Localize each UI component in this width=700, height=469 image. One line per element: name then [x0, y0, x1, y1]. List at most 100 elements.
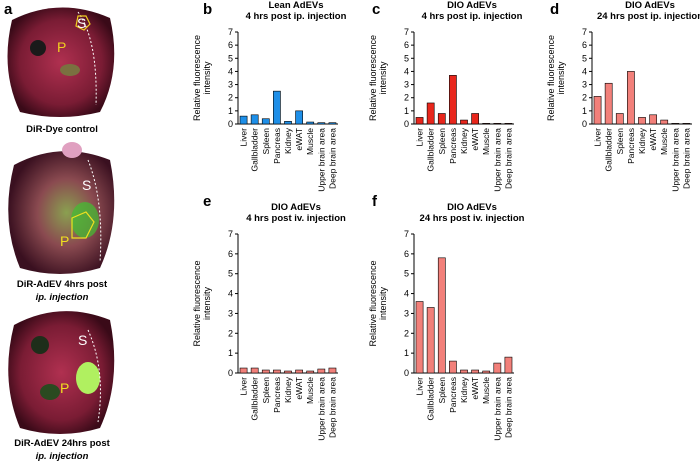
bar	[437, 257, 446, 374]
panel-label: d	[550, 1, 559, 18]
x-tick-label: Spleen	[261, 128, 271, 155]
x-tick-label: Liver	[415, 377, 425, 396]
y-axis-label: intensity	[378, 61, 388, 95]
x-tick-label: Pancreas	[448, 377, 458, 413]
x-tick-label: Gallbladder	[250, 128, 260, 172]
bar	[504, 123, 513, 125]
bar	[250, 367, 259, 374]
bar	[284, 121, 292, 125]
tissue-image: S P	[8, 142, 115, 274]
x-tick-label: Deep brain area	[327, 128, 337, 189]
chart-title: DIO AdEVs	[271, 202, 321, 213]
panel-label: e	[203, 193, 211, 210]
y-tick-label: 2	[404, 93, 409, 103]
bar	[317, 122, 326, 125]
y-tick-label: 4	[228, 66, 233, 76]
image-mark: S	[78, 332, 87, 348]
image-mark: P	[57, 39, 66, 55]
image-mark: S	[82, 177, 91, 193]
bar	[426, 307, 435, 374]
x-tick-label: Muscle	[659, 128, 669, 155]
x-tick-label: Gallbladder	[426, 377, 436, 421]
y-tick-label: 4	[404, 289, 409, 299]
y-tick-label: 3	[228, 308, 233, 318]
y-tick-label: 5	[228, 53, 233, 63]
bar	[482, 370, 491, 374]
x-tick-label: Spleen	[261, 377, 271, 404]
bar	[460, 369, 468, 374]
chart-subtitle: 4 hrs post iv. injection	[246, 213, 346, 224]
bar	[593, 96, 602, 125]
y-tick-label: 1	[582, 106, 587, 116]
y-tick-label: 2	[228, 93, 233, 103]
bar	[493, 362, 502, 374]
y-tick-label: 5	[582, 53, 587, 63]
y-axis-label: Relative fluorescence	[546, 35, 556, 121]
y-tick-label: 0	[228, 368, 233, 378]
panel-label: f	[372, 193, 378, 210]
bar	[482, 123, 491, 125]
panel-label: a	[4, 1, 13, 18]
y-tick-label: 6	[404, 40, 409, 50]
y-tick-label: 0	[404, 119, 409, 129]
x-tick-label: Kidney	[283, 127, 293, 154]
chart-subtitle: 24 hrs post iv. injection	[420, 213, 525, 224]
y-axis-label: Relative fluorescence	[192, 260, 202, 346]
x-tick-label: Pancreas	[448, 128, 458, 164]
tissue-image: S P	[7, 7, 115, 117]
panel-label: b	[203, 1, 212, 18]
y-axis-label: intensity	[378, 286, 388, 320]
bar	[449, 75, 457, 125]
bar	[493, 123, 502, 125]
bar	[471, 113, 479, 125]
bar	[449, 360, 457, 374]
x-tick-label: Upper brain area	[316, 377, 326, 441]
y-tick-label: 0	[228, 119, 233, 129]
image-caption: ip. injection	[36, 451, 89, 462]
x-tick-label: Kidney	[283, 376, 293, 403]
bar	[615, 113, 624, 125]
bar	[273, 369, 281, 374]
y-tick-label: 6	[228, 249, 233, 259]
image-mark: P	[60, 233, 69, 249]
y-tick-label: 7	[404, 229, 409, 239]
y-tick-label: 4	[404, 66, 409, 76]
image-caption: DiR-AdEV 4hrs post	[17, 279, 108, 290]
bar	[250, 114, 259, 125]
bar	[415, 117, 424, 125]
x-tick-label: Gallbladder	[604, 128, 614, 172]
y-axis-label: Relative fluorescence	[368, 260, 378, 346]
x-tick-label: Deep brain area	[681, 128, 691, 189]
chart-subtitle: 24 hrs post ip. injection	[597, 11, 700, 22]
y-tick-label: 3	[404, 308, 409, 318]
bar	[328, 367, 337, 374]
bar	[295, 369, 303, 374]
y-tick-label: 7	[404, 27, 409, 37]
chart-title: DIO AdEVs	[625, 0, 675, 11]
bar	[649, 114, 657, 125]
x-tick-label: Kidney	[459, 127, 469, 154]
x-tick-label: Gallbladder	[426, 128, 436, 172]
x-tick-label: Muscle	[305, 377, 315, 404]
x-tick-label: Muscle	[305, 128, 315, 155]
bar	[239, 115, 248, 125]
y-tick-label: 7	[228, 27, 233, 37]
x-tick-label: Spleen	[437, 128, 447, 155]
y-tick-label: 1	[228, 348, 233, 358]
bar	[504, 356, 513, 374]
bar	[273, 90, 281, 125]
bar	[660, 119, 669, 125]
bar	[682, 123, 691, 125]
x-tick-label: Gallbladder	[250, 377, 260, 421]
panel-label: c	[372, 1, 380, 18]
x-tick-label: Spleen	[437, 377, 447, 404]
y-tick-label: 3	[404, 80, 409, 90]
y-axis-label: Relative fluorescence	[192, 35, 202, 121]
bar	[638, 117, 646, 125]
y-tick-label: 1	[228, 106, 233, 116]
y-tick-label: 7	[582, 27, 587, 37]
bar	[437, 113, 446, 125]
bar	[426, 102, 435, 125]
x-tick-label: Pancreas	[272, 377, 282, 413]
